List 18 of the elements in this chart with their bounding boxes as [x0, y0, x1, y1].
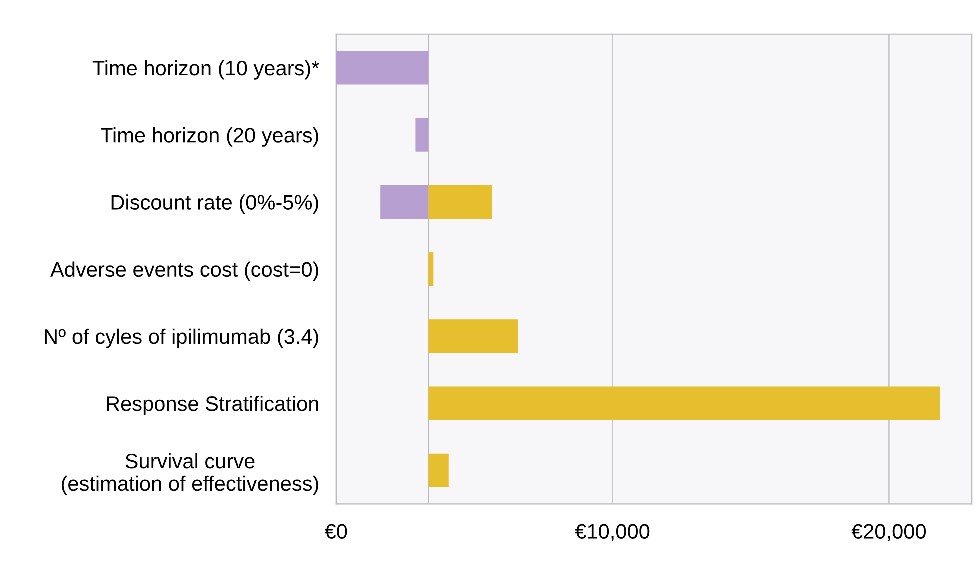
bar [428, 320, 518, 354]
y-tick-label: Response Stratification [107, 396, 318, 416]
bar [428, 252, 434, 286]
bar [380, 185, 429, 219]
bar [416, 118, 429, 152]
y-tick-label: Adverse events cost (cost=0) [50, 262, 318, 282]
bar [428, 386, 940, 420]
bar [428, 185, 492, 219]
x-tick-label: €0 [324, 524, 348, 539]
y-tick-label: Discount rate (0%-5%) [112, 194, 318, 214]
x-tick-label: €10,000 [575, 524, 650, 542]
bar [336, 51, 429, 85]
x-tick-label: €20,000 [852, 524, 926, 542]
y-tick-label: Time horizon (20 years) [100, 128, 318, 147]
bar [428, 454, 449, 488]
y-tick-label: Nº of cyles of ipilimumab (3.4) [45, 328, 318, 348]
y-tick-label: Time horizon (10 years)* [92, 60, 320, 80]
y-tick-label: Survival curve (estimation of effectiveness) [62, 453, 318, 496]
